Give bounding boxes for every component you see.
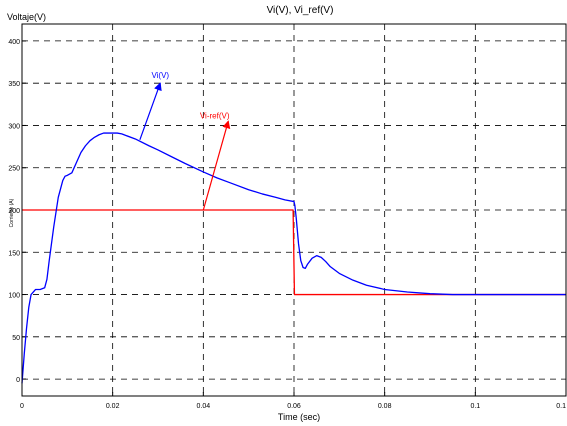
y-axis-label: Voltaje(V) — [7, 12, 46, 22]
y-ticks: 0 50 100 150 200 250 300 350 400 — [8, 39, 26, 384]
chart-title: Vi(V), Vi_ref(V) — [267, 5, 334, 16]
x-tick-label: 0.08 — [378, 403, 392, 410]
annotation-arrow — [202, 120, 231, 211]
y-tick-label: 400 — [8, 39, 20, 46]
series-line-vi-v — [21, 132, 566, 384]
series-line-vi-ref-v — [22, 209, 566, 296]
y-tick-label: 300 — [8, 123, 20, 130]
x-tick-label: 0.04 — [197, 403, 211, 410]
y-tick-label: 250 — [8, 166, 20, 173]
x-tick-label: 0.02 — [106, 403, 120, 410]
series-layer — [21, 132, 566, 384]
y-tick-label: 350 — [8, 81, 20, 88]
x-ticks: 0 0.02 0.04 0.06 0.08 0.1 0.1 — [20, 392, 567, 410]
y-tick-label: 0 — [16, 377, 20, 384]
x-tick-label: 0.1 — [470, 403, 480, 410]
y-tick-label: 100 — [8, 293, 20, 300]
annotation-arrow — [139, 82, 162, 141]
y-tick-label: 50 — [12, 335, 20, 342]
x-tick-label: 0 — [20, 403, 24, 410]
x-tick-label: 0.1 — [556, 403, 566, 410]
annotation-label: Vi-ref(V) — [200, 112, 230, 121]
x-tick-label: 0.06 — [287, 403, 301, 410]
y-axis-faint-label: Corriente (A) — [9, 198, 15, 227]
annotations: Vi(V) Vi-ref(V) — [139, 71, 231, 211]
x-axis-label: Time (sec) — [278, 412, 320, 422]
plot-frame — [21, 23, 567, 397]
y-tick-label: 200 — [8, 208, 20, 215]
annotation-label: Vi(V) — [151, 71, 169, 80]
y-tick-label: 150 — [8, 250, 20, 257]
